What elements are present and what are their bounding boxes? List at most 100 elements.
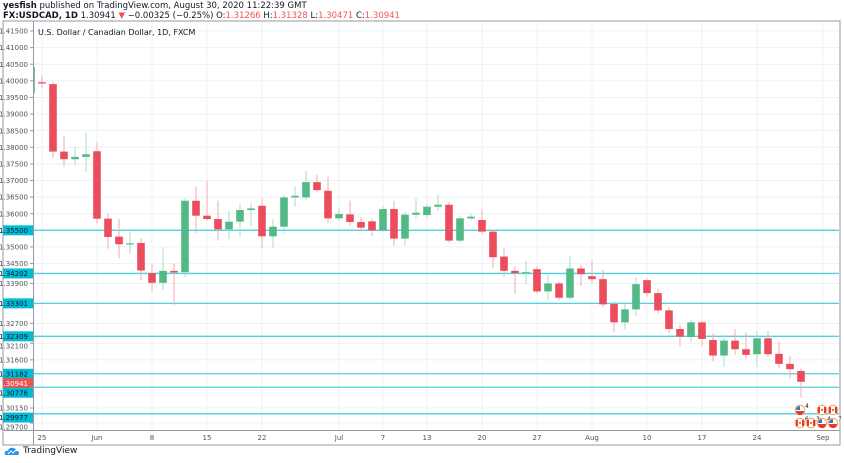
publish-text: published on TradingView.com, August 30,… <box>39 1 307 11</box>
candle-body <box>632 284 640 310</box>
tradingview-brand[interactable]: TradingView <box>4 446 77 456</box>
candle-up <box>291 186 299 207</box>
candle-down <box>192 186 200 234</box>
candle-up <box>82 132 90 172</box>
candle-body <box>511 270 519 274</box>
level-price-label-bg <box>3 331 33 342</box>
candle-body <box>357 222 365 228</box>
time-tick-label: Sep <box>816 434 830 442</box>
level-price-label: 1.35500 <box>0 227 28 235</box>
candle-down <box>368 218 376 236</box>
candle-body <box>302 182 310 198</box>
candle-up <box>456 216 464 243</box>
candle-body <box>676 328 684 337</box>
chart-title: U.S. Dollar / Canadian Dollar, 1D, FXCM <box>38 28 196 37</box>
author-name[interactable]: yesfish <box>3 1 37 11</box>
level-price-label: 1.34202 <box>0 270 28 278</box>
ca-flag-icon <box>835 407 837 413</box>
time-tick-label: 17 <box>698 434 707 442</box>
candle-body <box>764 338 772 355</box>
triangle-down-icon: ▼ <box>118 11 125 21</box>
candle-body <box>665 310 673 329</box>
price-tick-label: 1.33900 <box>0 280 28 288</box>
time-tick-label: 25 <box>38 434 47 442</box>
candle-down <box>742 332 750 359</box>
candle-up <box>621 302 629 330</box>
event-us-icon[interactable]: 4 <box>816 416 831 429</box>
candle-down <box>170 263 178 306</box>
candle-down <box>357 217 365 232</box>
candle-up <box>379 206 387 232</box>
candle-down <box>577 264 585 287</box>
candle-down <box>60 135 68 167</box>
candle-body <box>192 200 200 216</box>
time-tick-label: Jun <box>91 434 103 442</box>
event-ca-icon[interactable] <box>827 404 839 416</box>
economic-events: 46 3 4 7 <box>794 403 842 429</box>
candle-down <box>698 320 706 347</box>
price-tick-label: 1.38500 <box>0 127 28 135</box>
time-axis[interactable]: 25 Jun 8 15 22 Jul 7 13 20 27 Aug 10 17 24 Sep <box>38 434 831 442</box>
event-ca-icon[interactable]: 3 <box>805 416 820 429</box>
level-price-label: 1.29977 <box>0 414 28 422</box>
candle-body <box>368 221 376 231</box>
high-label: H: <box>263 11 273 21</box>
candle-body <box>599 279 607 305</box>
candles <box>34 66 805 398</box>
candle-up <box>522 260 530 285</box>
us-flag-icon <box>818 424 826 428</box>
candle-body <box>731 340 739 350</box>
candle-up <box>423 203 431 219</box>
ca-flag-icon <box>818 407 820 413</box>
time-tick-label: 8 <box>150 434 154 442</box>
time-tick-label: 22 <box>258 434 267 442</box>
event-ca-icon[interactable]: 6 <box>794 416 809 429</box>
candle-body <box>588 276 596 280</box>
candle-up <box>34 66 35 94</box>
last-price-label: 1.30941 <box>0 380 28 388</box>
time-tick-label: 20 <box>478 434 487 442</box>
price-tick-label: 1.29700 <box>0 424 28 432</box>
candle-down <box>148 263 156 292</box>
candle-body <box>236 210 244 222</box>
chart-frame <box>2 20 841 446</box>
candle-down <box>478 209 486 235</box>
candle-body <box>544 283 552 292</box>
candle-up <box>225 211 233 239</box>
price-tick-label: 1.39500 <box>0 94 28 102</box>
candle-up <box>434 194 442 211</box>
ca-flag-icon <box>799 422 801 424</box>
candle-body <box>137 242 145 271</box>
candle-body <box>148 273 156 283</box>
low-value: 1.30471 <box>318 11 354 21</box>
event-count: 4 <box>827 416 831 423</box>
candle-down <box>709 333 717 362</box>
ca-flag-icon <box>824 407 826 413</box>
candle-down <box>654 288 662 314</box>
candle-body <box>445 204 453 241</box>
us-flag-icon <box>818 419 822 423</box>
price-axis[interactable]: 1.41500 1.41000 1.40500 1.40000 1.39500 1.390… <box>0 28 33 432</box>
time-tick-label: 13 <box>423 434 432 442</box>
event-us-icon[interactable]: 4 <box>794 403 809 416</box>
candle-body <box>621 309 629 323</box>
candle-body <box>34 66 35 94</box>
price-tick-label: 1.39000 <box>0 111 28 119</box>
event-ca-icon[interactable] <box>816 404 828 416</box>
open-label: O: <box>216 11 226 21</box>
price-tick-label: 1.38000 <box>0 144 28 152</box>
candle-down <box>643 278 651 297</box>
candle-body <box>654 293 662 311</box>
level-price-label: 1.32309 <box>0 333 28 341</box>
event-count: 6 <box>805 416 809 423</box>
candle-body <box>49 84 57 152</box>
last-price: 1.30941 <box>80 11 116 21</box>
candle-up <box>632 276 640 317</box>
candle-body <box>115 236 123 245</box>
candle-body <box>533 269 541 292</box>
ca-flag-icon <box>829 407 831 413</box>
candle-body <box>753 338 761 355</box>
open-value: 1.31266 <box>225 11 261 21</box>
candle-down <box>775 342 783 369</box>
